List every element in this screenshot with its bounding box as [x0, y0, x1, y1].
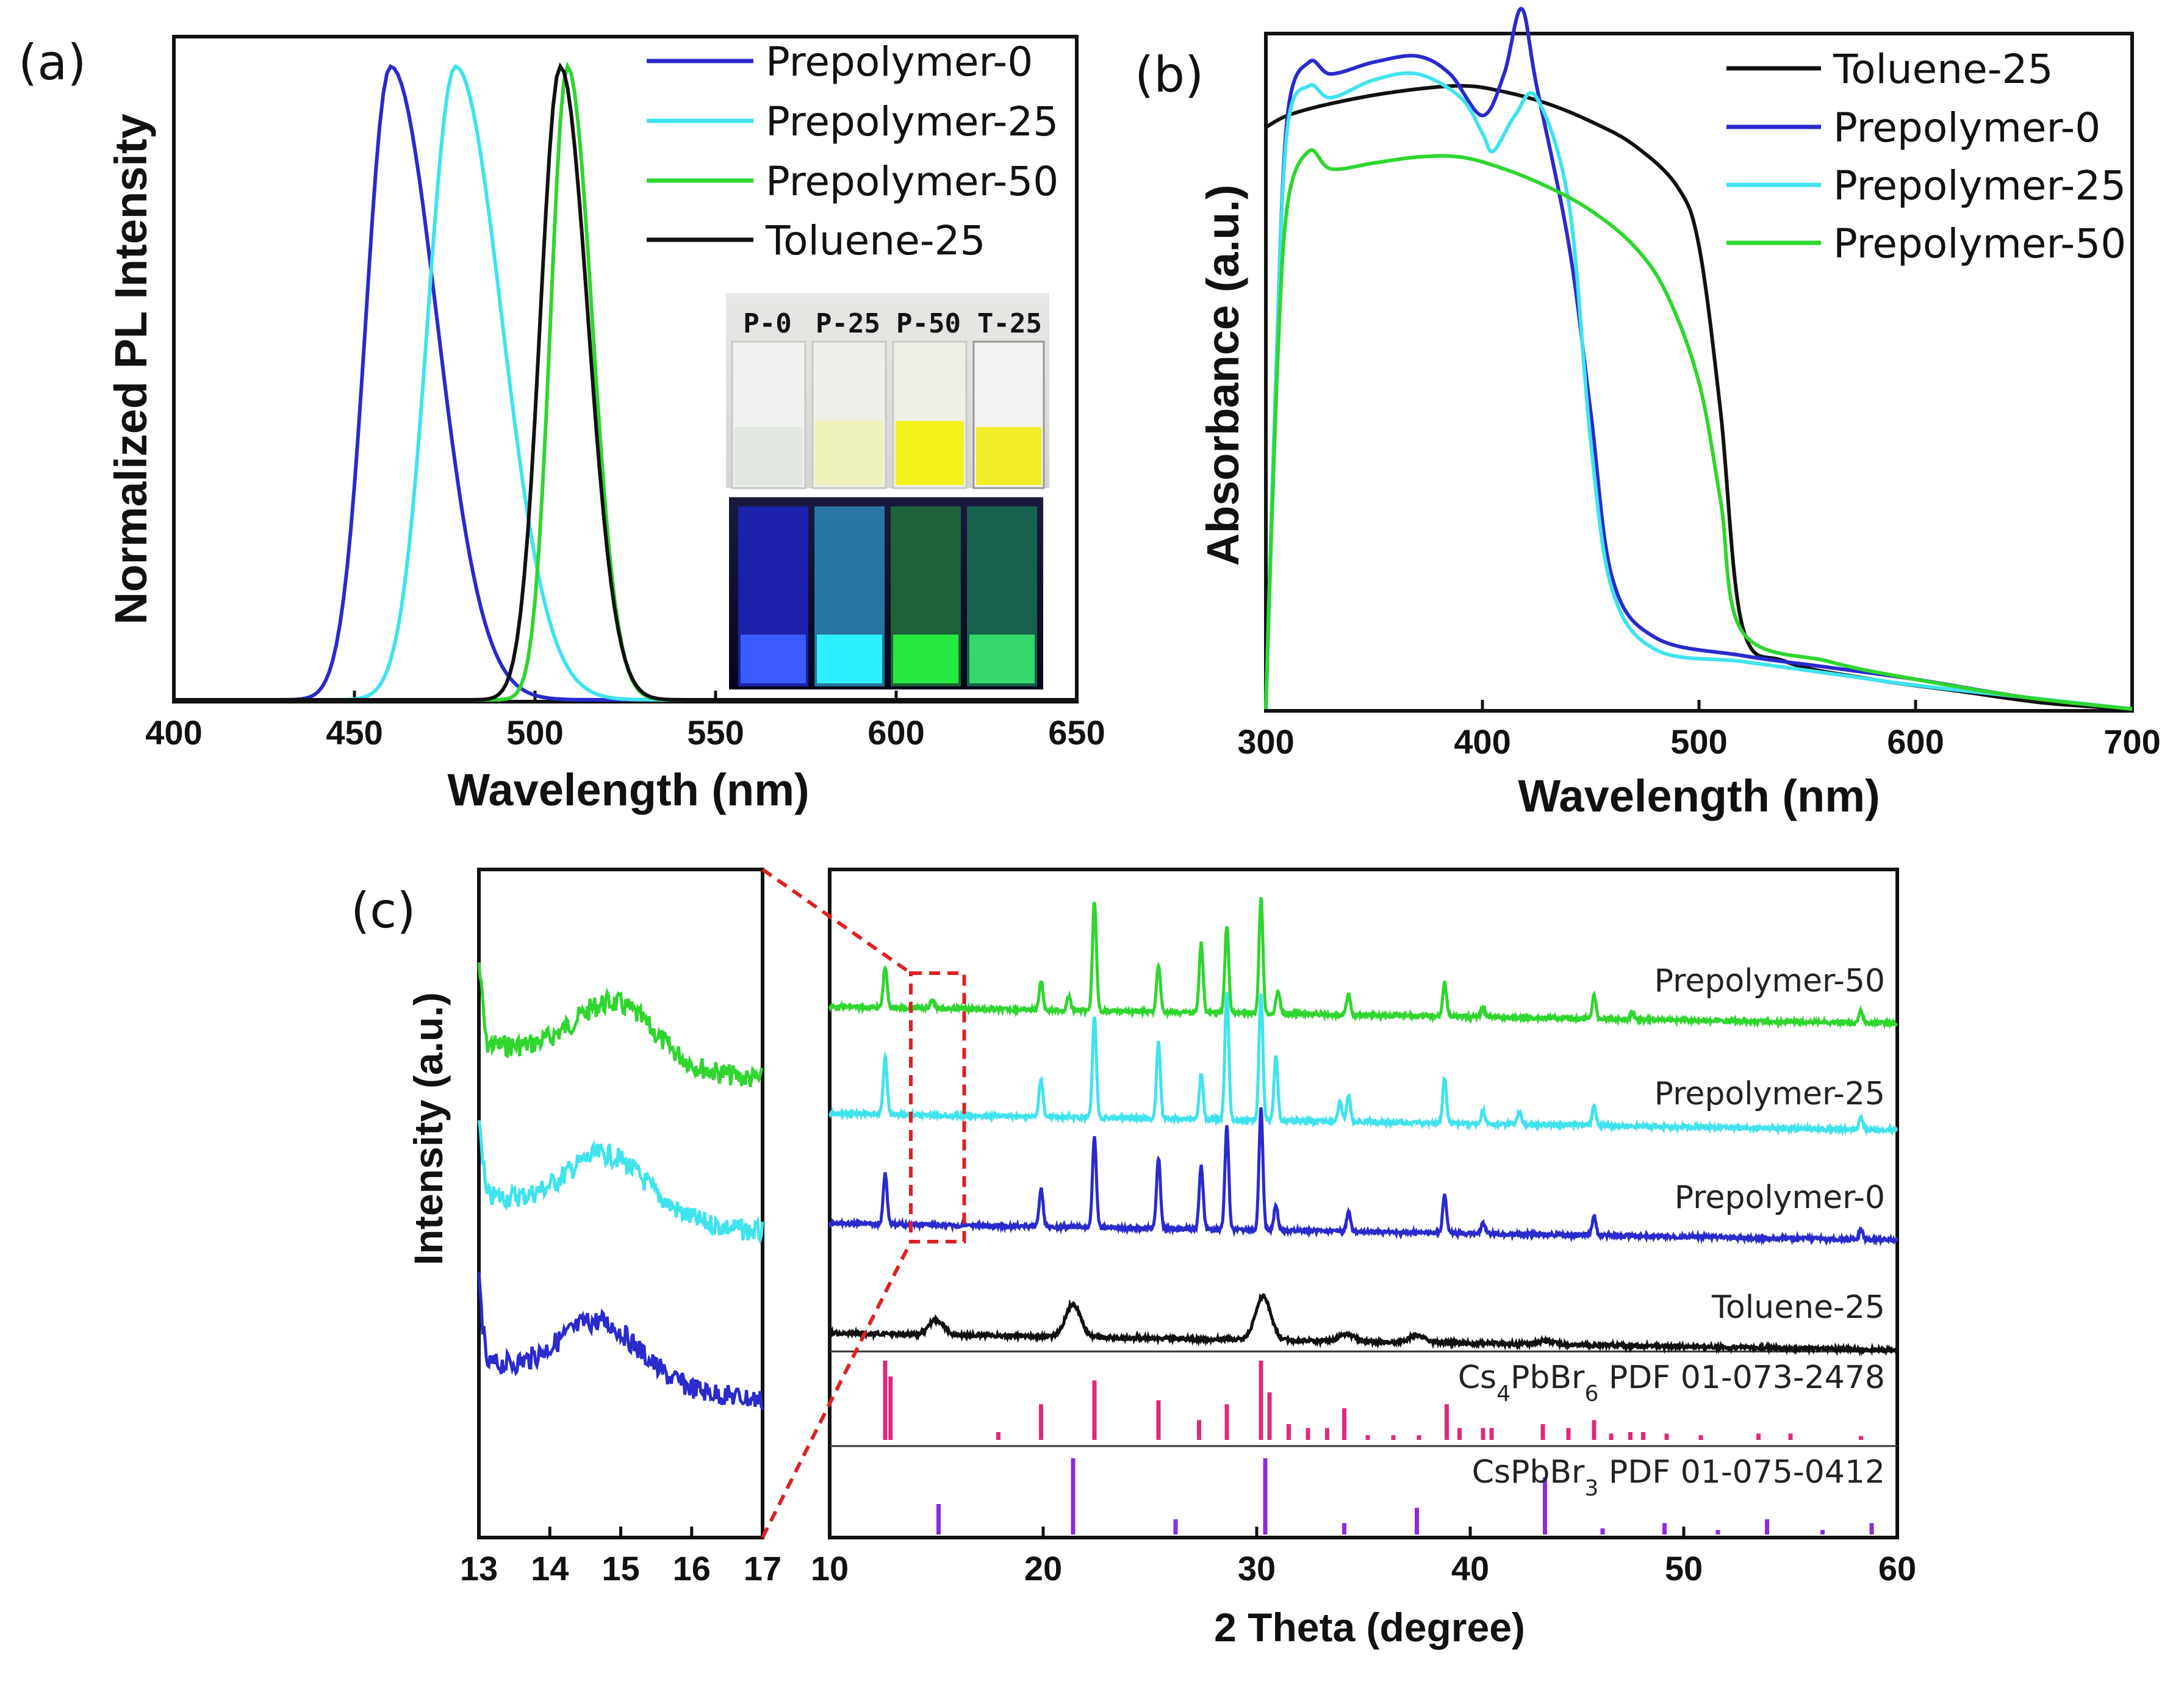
- panel-c-zoom-series: [477, 962, 764, 1411]
- vial-p50-uv-glow: [893, 635, 958, 683]
- panel-b-tick-label-300: 300: [1237, 722, 1294, 761]
- panel-a-tick-label-450: 450: [326, 713, 383, 752]
- reference-label-cspbbr3: CsPbBr3 PDF 01-075-0412: [1472, 1454, 1885, 1501]
- legend-label-prepolymer-25: Prepolymer-25: [766, 98, 1058, 145]
- vial-label-p50: P-50: [896, 308, 961, 339]
- panel-c-main-line-prepolymer-50: [828, 897, 1898, 1030]
- panel-a-series: [174, 61, 1077, 702]
- ref1-sub2: 6: [1584, 1381, 1598, 1406]
- trace-label-prepolymer-25: Prepolymer-25: [1654, 1076, 1885, 1112]
- legend-label-prepolymer-25-b: Prepolymer-25: [1833, 162, 2126, 209]
- vial-label-t25: T-25: [977, 308, 1042, 339]
- ref2-tail: PDF 01-075-0412: [1598, 1454, 1885, 1491]
- panel-a-tick-label-550: 550: [687, 713, 744, 752]
- panel-a-legend: Prepolymer-0 Prepolymer-25 Prepolymer-50…: [647, 38, 1058, 264]
- panel-label-a: (a): [18, 34, 86, 91]
- panel-b-series: [1264, 7, 2133, 711]
- panel-b-x-ticks: 300 400 500 600 700: [1237, 700, 2161, 761]
- panel-c-main-series: [828, 897, 1899, 1357]
- ref2-main: CsPbBr: [1472, 1454, 1585, 1491]
- legend-label-toluene-25: Toluene-25: [765, 217, 986, 264]
- zoom-connector-bottom: [761, 1240, 913, 1539]
- panel-c-main-line-prepolymer-0: [828, 1107, 1899, 1247]
- zoom-connector-top: [761, 868, 912, 975]
- vial-p25-day-liquid: [815, 421, 883, 485]
- panel-c-main-line-prepolymer-25: [828, 991, 1898, 1137]
- panel-b-line-prepolymer-50: [1264, 148, 2133, 711]
- panel-c-main-tick-label-30: 30: [1238, 1549, 1276, 1588]
- panel-c-main-tick-label-10: 10: [811, 1549, 849, 1588]
- legend-label-toluene-25-b: Toluene-25: [1833, 46, 2053, 93]
- panel-a-y-title: Normalized PL Intensity: [106, 113, 156, 625]
- panel-a-x-ticks: 400 450 500 550 600 650: [145, 691, 1105, 752]
- panel-c-zoom-frame: [477, 868, 764, 1539]
- panel-b-tick-label-400: 400: [1454, 722, 1510, 761]
- ref1-sub1: 4: [1496, 1381, 1510, 1406]
- panel-c-main-x-ticks: 10 20 30 40 50 60: [811, 1527, 1916, 1588]
- panel-c-main-tick-label-40: 40: [1451, 1549, 1489, 1588]
- vial-t25-uv-glow: [969, 635, 1035, 683]
- panel-a-tick-label-500: 500: [506, 713, 563, 752]
- panel-c-zoom-line-prepolymer-50: [477, 962, 764, 1087]
- zoom-indicator: [761, 868, 966, 1539]
- panel-b-absorbance-chart: 300 400 500 600 700 Wavelength (nm) Absorban…: [1198, 7, 2161, 821]
- panel-a-tick-label-650: 650: [1048, 713, 1105, 752]
- vial-p25-uv-glow: [817, 635, 882, 683]
- panel-a-pl-chart: 400 450 500 550 600 650 Wavelength (nm) Norma…: [106, 35, 1105, 815]
- panel-c-y-title: Intensity (a.u.): [406, 992, 451, 1265]
- vial-p0-uv-glow: [741, 635, 806, 683]
- legend-label-prepolymer-0: Prepolymer-0: [766, 38, 1033, 85]
- panel-b-line-prepolymer-25: [1264, 71, 2133, 711]
- panel-a-line-toluene-25: [174, 62, 1077, 702]
- ref1-main: Cs: [1458, 1359, 1496, 1396]
- panel-b-y-title: Absorbance (a.u.): [1198, 185, 1248, 566]
- panel-c-zoom-tick-label-13: 13: [460, 1549, 498, 1588]
- vial-t25-day-liquid: [976, 427, 1041, 485]
- panel-a-x-title: Wavelength (nm): [447, 765, 809, 815]
- panel-c-xrd-chart: 13 14 15 16 17 Intensity (a.u.) 10 20 30 40 50 60…: [406, 868, 1916, 1650]
- panel-c-zoom-tick-label-14: 14: [531, 1549, 569, 1588]
- panel-b-tick-label-600: 600: [1887, 722, 1944, 761]
- panel-a-tick-label-400: 400: [145, 713, 202, 752]
- panel-b-tick-label-500: 500: [1670, 722, 1727, 761]
- panel-c-main-frame: [828, 868, 1899, 1539]
- trace-label-toluene-25: Toluene-25: [1711, 1289, 1885, 1326]
- ref1-tail: PDF 01-073-2478: [1598, 1359, 1885, 1396]
- panel-c-zoom-tick-label-17: 17: [744, 1549, 781, 1588]
- panel-c-x-title: 2 Theta (degree): [1214, 1605, 1525, 1650]
- panel-c-zoom-line-prepolymer-25: [477, 1120, 764, 1245]
- panel-c-zoom-line-prepolymer-0: [477, 1272, 764, 1411]
- ref1-mid: PbBr: [1510, 1359, 1585, 1396]
- panel-c-zoom-tick-label-15: 15: [602, 1549, 639, 1588]
- ref2-sub2: 3: [1584, 1476, 1598, 1501]
- panel-label-c: (c): [351, 882, 415, 939]
- vial-p50-day-liquid: [896, 421, 964, 485]
- panel-b-legend: Toluene-25 Prepolymer-0 Prepolymer-25 Pr…: [1726, 46, 2126, 267]
- panel-c-main-tick-label-60: 60: [1878, 1549, 1916, 1588]
- panel-c-main-tick-label-50: 50: [1665, 1549, 1703, 1588]
- panel-c-main-tick-label-20: 20: [1024, 1549, 1062, 1588]
- vial-label-p25: P-25: [816, 308, 880, 339]
- trace-label-prepolymer-50: Prepolymer-50: [1654, 963, 1885, 999]
- panel-b-line-prepolymer-0: [1264, 7, 2133, 711]
- vial-label-p0: P-0: [743, 308, 791, 339]
- legend-label-prepolymer-50: Prepolymer-50: [766, 158, 1058, 205]
- panel-c-zoom-tick-label-16: 16: [673, 1549, 711, 1588]
- panel-c-zoom-x-ticks: 13 14 15 16 17: [460, 1527, 781, 1588]
- panel-a-tick-label-600: 600: [867, 713, 924, 752]
- panel-c-reference-sticks: [883, 1361, 1874, 1535]
- trace-label-prepolymer-0: Prepolymer-0: [1675, 1179, 1885, 1216]
- legend-label-prepolymer-0-b: Prepolymer-0: [1833, 104, 2100, 151]
- panel-b-tick-label-700: 700: [2103, 722, 2160, 761]
- zoom-box: [909, 971, 966, 1243]
- panel-b-x-title: Wavelength (nm): [1518, 771, 1880, 821]
- reference-label-cs4pbbr6: Cs4PbBr6 PDF 01-073-2478: [1458, 1359, 1885, 1406]
- legend-label-prepolymer-50-b: Prepolymer-50: [1833, 220, 2126, 267]
- panel-label-b: (b): [1135, 46, 1204, 103]
- vial-p0-day-liquid: [735, 427, 803, 485]
- panel-c-main-line-toluene-25: [828, 1293, 1898, 1357]
- vial-photo-inset: P-0 P-25 P-50 T-25: [726, 293, 1049, 689]
